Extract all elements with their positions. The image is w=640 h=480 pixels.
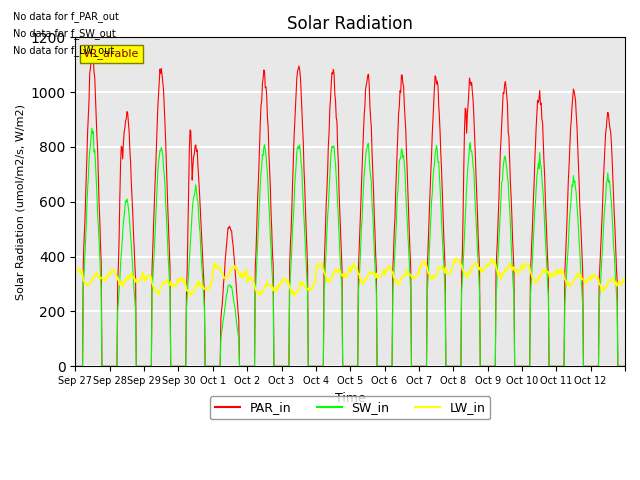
PAR_in <box>265 150 273 156</box>
Text: VR_arable: VR_arable <box>83 48 140 60</box>
SW_in <box>137 363 145 369</box>
Text: No data for f_SW_out: No data for f_SW_out <box>13 28 116 39</box>
PAR_in <box>89 54 97 60</box>
PAR_in <box>72 363 79 369</box>
PAR_in <box>621 363 629 369</box>
LW_in <box>286 283 294 289</box>
Line: LW_in: LW_in <box>76 258 625 296</box>
LW_in <box>237 270 244 276</box>
SW_in <box>286 288 294 294</box>
LW_in <box>136 277 144 283</box>
SW_in <box>88 125 96 131</box>
LW_in <box>452 255 460 261</box>
PAR_in <box>438 190 446 196</box>
PAR_in <box>286 262 294 268</box>
Line: PAR_in: PAR_in <box>76 57 625 366</box>
X-axis label: Time: Time <box>335 392 365 405</box>
PAR_in <box>408 363 415 369</box>
Line: SW_in: SW_in <box>76 128 625 366</box>
LW_in <box>408 274 415 279</box>
LW_in <box>265 282 273 288</box>
SW_in <box>72 363 79 369</box>
LW_in <box>621 274 629 280</box>
Text: No data for f_LW_out: No data for f_LW_out <box>13 45 114 56</box>
Legend: PAR_in, SW_in, LW_in: PAR_in, SW_in, LW_in <box>210 396 490 420</box>
Title: Solar Radiation: Solar Radiation <box>287 15 413 33</box>
Text: No data for f_PAR_out: No data for f_PAR_out <box>13 11 118 22</box>
SW_in <box>408 363 415 369</box>
LW_in <box>72 273 79 279</box>
SW_in <box>621 363 629 369</box>
SW_in <box>438 233 446 239</box>
SW_in <box>238 363 246 369</box>
PAR_in <box>238 363 246 369</box>
SW_in <box>265 201 273 207</box>
PAR_in <box>137 363 145 369</box>
LW_in <box>256 293 264 299</box>
LW_in <box>438 264 446 269</box>
Y-axis label: Solar Radiation (umol/m2/s, W/m2): Solar Radiation (umol/m2/s, W/m2) <box>15 104 25 300</box>
